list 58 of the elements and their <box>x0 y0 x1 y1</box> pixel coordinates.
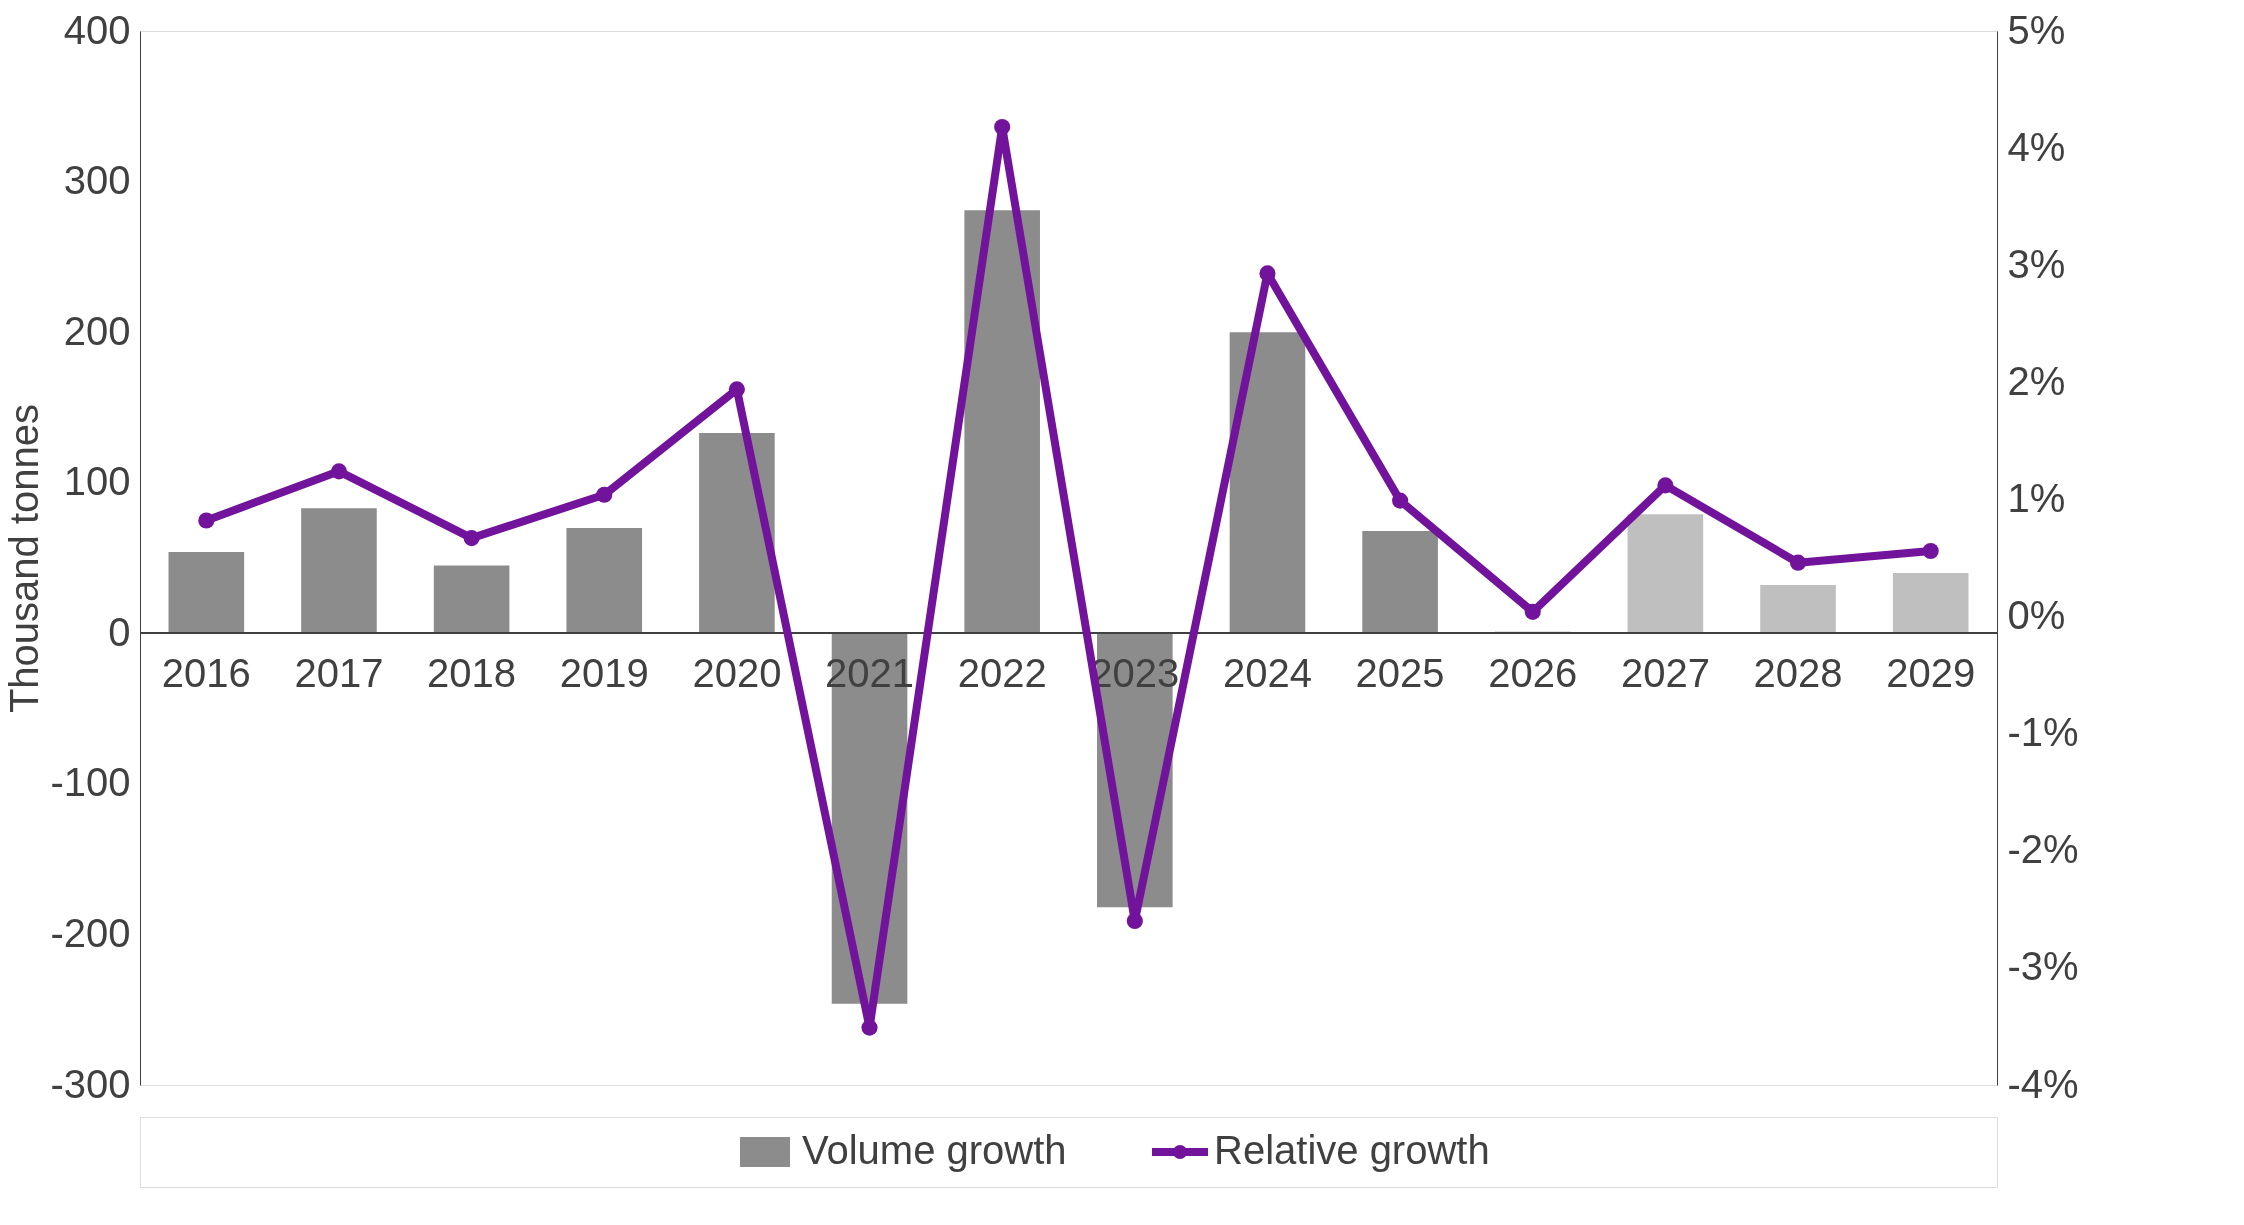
y2-tick-label: -2% <box>2007 827 2079 872</box>
point <box>1524 603 1541 620</box>
point <box>198 512 215 529</box>
y2-tick-label: -4% <box>2007 1061 2079 1106</box>
y2-tick-label: -1% <box>2007 710 2079 755</box>
y2-tick-label: 5% <box>2007 7 2066 52</box>
point <box>596 486 613 503</box>
x-tick-label: 2025 <box>1355 651 1445 696</box>
bar <box>433 565 510 634</box>
x-tick-label: 2019 <box>559 651 649 696</box>
bar <box>1229 332 1306 634</box>
point <box>1789 554 1807 571</box>
bar <box>699 433 775 634</box>
bar <box>566 527 643 634</box>
point <box>1392 492 1409 509</box>
point <box>728 381 745 398</box>
point <box>463 530 480 547</box>
bar <box>964 210 1040 634</box>
point <box>1922 542 1939 560</box>
bar <box>1362 530 1438 634</box>
y-tick-label: -100 <box>50 760 131 805</box>
bar <box>1627 514 1704 634</box>
y-tick-label: -200 <box>50 910 131 955</box>
x-tick-label: 2016 <box>161 651 251 696</box>
x-tick-label: 2026 <box>1488 651 1578 696</box>
point <box>861 1019 878 1036</box>
point <box>1657 477 1674 494</box>
point <box>994 118 1011 136</box>
y2-tick-label: 0% <box>2007 593 2066 638</box>
y-tick-label: 0 <box>108 609 131 654</box>
point <box>330 463 348 480</box>
x-tick-label: 2029 <box>1886 651 1976 696</box>
y-tick-label: 200 <box>63 308 131 353</box>
x-tick-label: 2027 <box>1620 651 1710 696</box>
bar <box>301 508 377 634</box>
legend-label: Volume growth <box>802 1128 1067 1172</box>
y-tick-label: 300 <box>63 158 131 203</box>
y2-tick-label: 1% <box>2007 475 2066 520</box>
y-tick-label: -300 <box>50 1061 131 1106</box>
y-tick-label: 400 <box>63 7 131 52</box>
x-tick-label: 2017 <box>294 651 384 696</box>
bar <box>1892 573 1969 634</box>
bar <box>1760 585 1836 634</box>
y2-tick-label: 2% <box>2007 358 2066 403</box>
x-tick-label: 2028 <box>1753 651 1843 696</box>
point <box>1126 913 1143 930</box>
y2-tick-label: 4% <box>2007 124 2066 169</box>
point <box>1259 265 1276 282</box>
x-tick-label: 2024 <box>1222 651 1312 696</box>
x-tick-label: 2020 <box>692 651 782 696</box>
bar <box>168 551 245 634</box>
y-tick-label: 100 <box>63 459 131 504</box>
y2-tick-label: -3% <box>2007 944 2079 989</box>
x-tick-label: 2022 <box>957 651 1047 696</box>
x-tick-label: 2018 <box>427 651 517 696</box>
y2-tick-label: 3% <box>2007 241 2066 286</box>
legend-label: Relative growth <box>1214 1128 1490 1172</box>
y-axis-title: Thousand tonnes <box>2 403 47 714</box>
